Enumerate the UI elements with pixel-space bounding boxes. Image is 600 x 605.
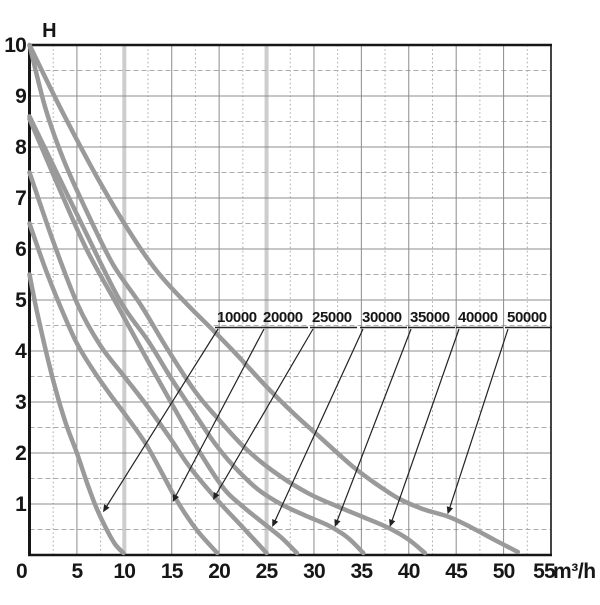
x-tick-label-10: 10 bbox=[113, 560, 135, 583]
y-tick-label-7: 7 bbox=[15, 187, 26, 210]
leader-arrowhead-35000 bbox=[334, 519, 341, 527]
curve-label-35000: 35000 bbox=[410, 309, 450, 326]
x-tick-label-35: 35 bbox=[350, 560, 373, 583]
y-tick-label-2: 2 bbox=[15, 442, 26, 465]
curve-10000 bbox=[27, 272, 126, 556]
x-tick-label-15: 15 bbox=[161, 560, 184, 583]
y-tick-label-10: 10 bbox=[4, 34, 26, 57]
y-tick-label-4: 4 bbox=[15, 340, 27, 363]
curve-label-25000: 25000 bbox=[312, 309, 352, 326]
y-axis-title: H bbox=[42, 20, 56, 42]
x-tick-label-0: 0 bbox=[16, 560, 27, 583]
y-tick-label-5: 5 bbox=[15, 289, 27, 312]
leader-arrowhead-25000 bbox=[213, 492, 220, 500]
x-tick-label-55: 55 bbox=[533, 560, 556, 583]
leader-line-35000 bbox=[336, 328, 412, 521]
y-tick-label-9: 9 bbox=[15, 85, 26, 108]
curve-label-30000: 30000 bbox=[362, 309, 402, 326]
curve-20000 bbox=[27, 221, 220, 556]
x-tick-label-5: 5 bbox=[71, 560, 83, 583]
curve-25000 bbox=[27, 170, 269, 556]
leader-line-40000 bbox=[391, 328, 460, 521]
curve-30000 bbox=[27, 116, 300, 556]
leader-arrowhead-50000 bbox=[446, 506, 453, 515]
curve-label-20000: 20000 bbox=[263, 309, 303, 326]
leader-line-25000 bbox=[215, 328, 314, 495]
x-axis-unit-label: m³/h bbox=[553, 560, 596, 583]
curve-35000 bbox=[27, 114, 366, 556]
x-tick-label-30: 30 bbox=[303, 560, 325, 583]
leader-line-10000 bbox=[106, 328, 219, 507]
curve-label-10000: 10000 bbox=[217, 309, 257, 326]
x-tick-label-40: 40 bbox=[398, 560, 420, 583]
x-tick-label-25: 25 bbox=[256, 560, 279, 583]
leader-line-30000 bbox=[274, 328, 364, 521]
leader-arrowhead-40000 bbox=[389, 519, 396, 527]
leader-line-20000 bbox=[175, 328, 265, 497]
y-tick-label-8: 8 bbox=[15, 136, 27, 159]
curve-label-50000: 50000 bbox=[507, 309, 547, 326]
x-tick-label-20: 20 bbox=[208, 560, 230, 583]
leader-arrowhead-20000 bbox=[172, 494, 179, 502]
curve-50000 bbox=[27, 42, 521, 555]
curve-label-40000: 40000 bbox=[458, 309, 498, 326]
y-tick-label-6: 6 bbox=[15, 238, 26, 261]
x-tick-label-45: 45 bbox=[445, 560, 468, 583]
y-tick-label-1: 1 bbox=[15, 493, 27, 516]
leader-arrowhead-10000 bbox=[103, 504, 110, 513]
x-tick-label-50: 50 bbox=[493, 560, 515, 583]
leader-arrowhead-30000 bbox=[272, 519, 279, 527]
y-tick-label-3: 3 bbox=[15, 391, 26, 414]
curve-40000 bbox=[27, 42, 428, 556]
leader-line-50000 bbox=[449, 328, 509, 508]
